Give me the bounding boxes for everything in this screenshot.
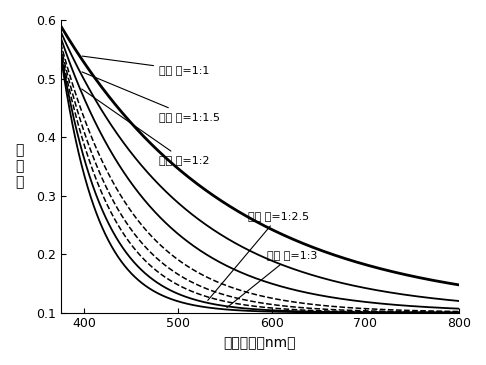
Y-axis label: 吸
光
度: 吸 光 度 xyxy=(15,143,23,189)
Text: 鴨： 铋=1:2.5: 鴨： 铋=1:2.5 xyxy=(208,211,309,300)
X-axis label: 吸收波长（nm）: 吸收波长（nm） xyxy=(224,336,296,350)
Text: 鴨： 铋=1:1.5: 鴨： 铋=1:1.5 xyxy=(82,72,220,122)
Text: 鴨： 铋=1:3: 鴨： 铋=1:3 xyxy=(227,250,317,308)
Text: 鴨： 铋=1:1: 鴨： 铋=1:1 xyxy=(82,56,209,75)
Text: 鴨： 铋=1:2: 鴨： 铋=1:2 xyxy=(82,89,209,165)
